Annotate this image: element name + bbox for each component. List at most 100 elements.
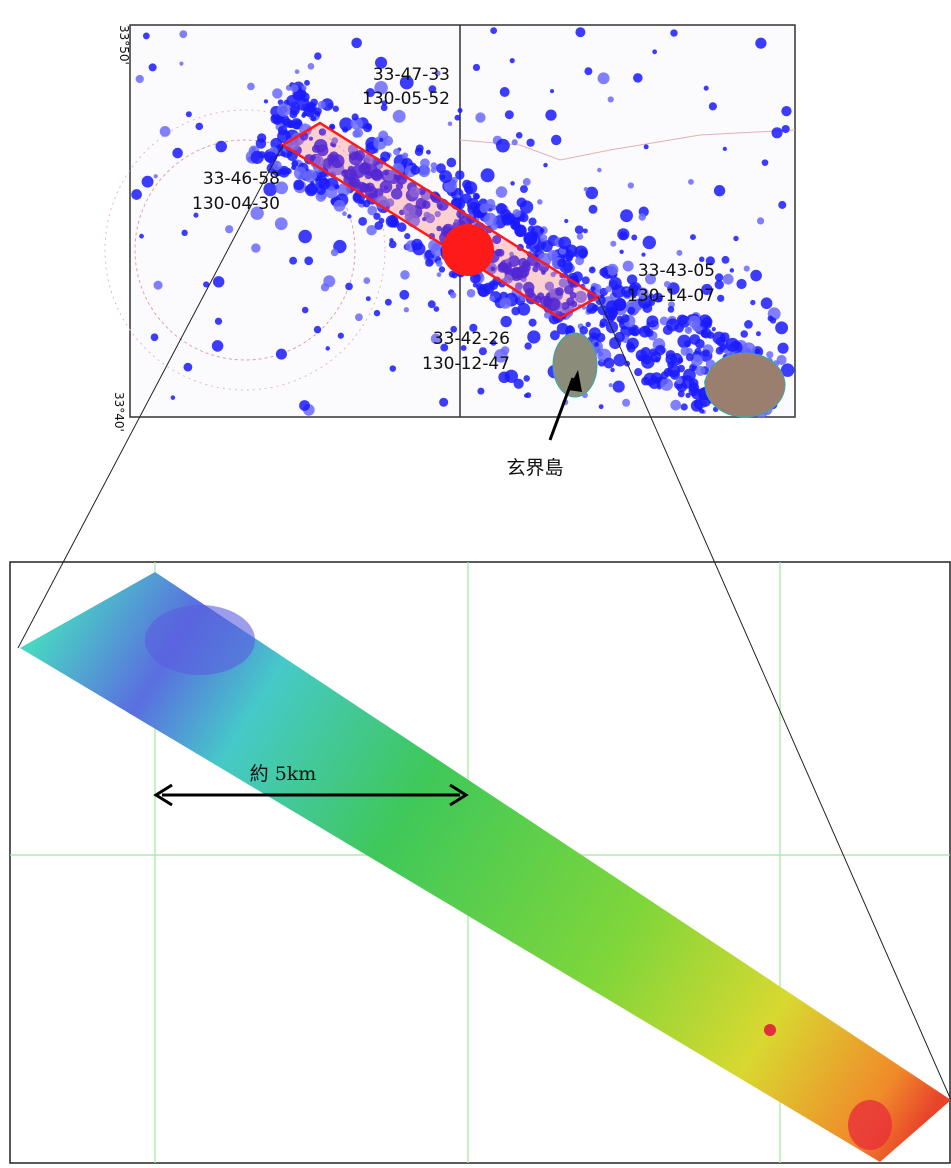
vessel-dot: [712, 327, 716, 331]
figure: 33°50' 33°40' 33-47-33 130-05-52 33-46-5…: [0, 0, 951, 1164]
vessel-dot: [723, 274, 734, 285]
vessel-dot: [605, 286, 611, 292]
vessel-dot: [610, 241, 616, 247]
vessel-dot: [620, 209, 633, 222]
vessel-dot: [589, 327, 601, 339]
vessel-dot: [677, 357, 683, 363]
vessel-dot: [425, 259, 433, 267]
vessel-dot: [154, 281, 163, 290]
vessel-dot: [757, 217, 764, 224]
vessel-dot: [475, 112, 485, 122]
vessel-dot: [688, 179, 694, 185]
vessel-dot: [577, 233, 584, 240]
vessel-dot: [591, 286, 596, 291]
vessel-dot: [404, 233, 410, 239]
depth-feature: [764, 1024, 776, 1036]
depth-feature: [145, 605, 255, 675]
vessel-dot: [212, 340, 224, 352]
vessel-dot: [215, 318, 222, 325]
vessel-dot: [299, 400, 310, 411]
vessel-dot: [489, 296, 495, 302]
vessel-dot: [730, 268, 735, 273]
vessel-dot: [589, 205, 598, 214]
vessel-dot: [338, 333, 344, 339]
vessel-dot: [431, 167, 437, 173]
vessel-dot: [302, 307, 309, 314]
vessel-dot: [597, 168, 602, 173]
vessel-dot: [723, 147, 727, 151]
vessel-dot: [676, 377, 683, 384]
vessel-dot: [598, 72, 610, 84]
vessel-dot: [306, 183, 318, 195]
vessel-dot: [448, 121, 453, 126]
vessel-dot: [619, 231, 627, 239]
vessel-dot: [610, 368, 614, 372]
vessel-dot: [225, 225, 233, 233]
vessel-dot: [529, 319, 537, 327]
vessel-dot: [154, 174, 158, 178]
vessel-dot: [641, 253, 645, 257]
vessel-dot: [695, 339, 705, 349]
vessel-dot: [643, 373, 656, 386]
vessel-dot: [351, 38, 362, 49]
vessel-dot: [619, 250, 623, 254]
vessel-dot: [740, 330, 748, 338]
vessel-dot: [603, 358, 614, 369]
vessel-dot: [537, 199, 542, 204]
vessel-dot: [699, 409, 704, 414]
vessel-dot: [143, 33, 150, 40]
vessel-dot: [702, 317, 712, 327]
vessel-dot: [275, 217, 288, 230]
vessel-dot: [714, 185, 725, 196]
vessel-dot: [139, 234, 144, 239]
vessel-dot: [642, 325, 650, 333]
vessel-dot: [631, 235, 637, 241]
vessel-dot: [434, 306, 440, 312]
vessel-dot: [677, 314, 688, 325]
vessel-dot: [762, 159, 769, 166]
vessel-dot: [720, 332, 730, 342]
vessel-dot: [781, 106, 791, 116]
vessel-dot: [540, 234, 548, 242]
vessel-dot: [439, 266, 445, 272]
vessel-dot: [251, 243, 260, 252]
vessel-dot: [655, 345, 665, 355]
vessel-dot: [545, 110, 556, 121]
vessel-dot: [390, 365, 396, 371]
vessel-dot: [766, 351, 773, 358]
vessel-dot: [272, 88, 282, 98]
vessel-dot: [291, 84, 299, 92]
vessel-dot: [770, 317, 776, 323]
vessel-dot: [641, 347, 651, 357]
vessel-dot: [523, 375, 530, 382]
vessel-dot: [496, 186, 508, 198]
vessel-dot: [709, 102, 717, 110]
vessel-dot: [172, 148, 183, 159]
vessel-dot: [399, 290, 409, 300]
island: [705, 353, 785, 417]
vessel-dot: [540, 228, 544, 232]
vessel-dot: [415, 148, 423, 156]
vessel-dot: [496, 203, 507, 214]
vessel-dot: [528, 218, 536, 226]
coordinate-label: 130-04-30: [192, 194, 280, 214]
vessel-dot: [467, 289, 476, 298]
vessel-dot: [314, 52, 321, 59]
vessel-dot: [579, 326, 588, 335]
vessel-dot: [688, 386, 698, 396]
vessel-dot: [264, 99, 268, 103]
vessel-dot: [667, 361, 674, 368]
vessel-dot: [363, 277, 370, 284]
vessel-dot: [295, 69, 300, 74]
vessel-dot: [622, 399, 630, 407]
vessel-dot: [527, 330, 540, 343]
vessel-dot: [666, 350, 676, 360]
vessel-dot: [454, 115, 460, 121]
vessel-dot: [478, 286, 488, 296]
vessel-dot: [295, 122, 300, 127]
vessel-dot: [695, 366, 705, 376]
vessel-dot: [639, 213, 646, 220]
vessel-dot: [584, 67, 592, 75]
vessel-dot: [179, 30, 187, 38]
vessel-dot: [402, 152, 408, 158]
